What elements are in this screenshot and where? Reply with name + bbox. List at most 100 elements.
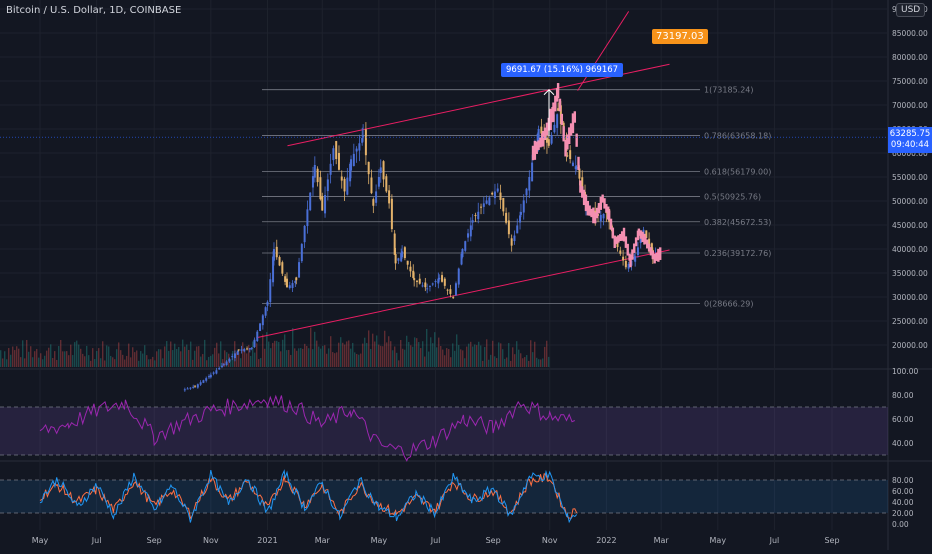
- price-tick-label[interactable]: 30000.00: [892, 293, 928, 302]
- candle-body: [505, 212, 508, 223]
- candle-body: [516, 225, 519, 234]
- price-tick-label[interactable]: 50000.00: [892, 197, 928, 206]
- volume-bar: [336, 352, 338, 367]
- stoch-tick-label[interactable]: 0.00: [892, 520, 909, 529]
- candle-body: [581, 177, 584, 190]
- time-tick-label[interactable]: 2022: [596, 536, 616, 545]
- price-tick-label[interactable]: 75000.00: [892, 77, 928, 86]
- volume-bar: [102, 341, 104, 367]
- volume-bar: [90, 360, 92, 367]
- time-tick-label[interactable]: Sep: [147, 536, 162, 545]
- rsi-tick-label[interactable]: 80.00: [892, 391, 914, 400]
- stoch-k-line[interactable]: [39, 469, 578, 524]
- volume-bar: [48, 347, 50, 367]
- candle-body: [397, 258, 400, 261]
- candle-body: [428, 285, 431, 287]
- price-tick-label[interactable]: 55000.00: [892, 173, 928, 182]
- stoch-rsi-pane[interactable]: [0, 469, 888, 524]
- volume-bar: [488, 359, 490, 367]
- price-tick-label[interactable]: 60000.00: [892, 149, 928, 158]
- stoch-tick-label[interactable]: 20.00: [892, 509, 914, 518]
- time-axis[interactable]: May Jul Sep Nov 2021 Mar May Jul Sep Nov 2022 Mar Ma…: [32, 536, 840, 545]
- volume-bar: [516, 341, 518, 367]
- volume-bar: [20, 357, 22, 367]
- volume-bar: [548, 356, 550, 367]
- volume-bar: [110, 355, 112, 367]
- price-tick-label[interactable]: 35000.00: [892, 269, 928, 278]
- candle-body: [278, 257, 281, 266]
- upper-trendline[interactable]: [287, 63, 670, 147]
- time-tick-label[interactable]: May: [710, 536, 727, 545]
- time-tick-label[interactable]: Nov: [203, 536, 219, 545]
- volume-bar: [438, 337, 440, 367]
- volume-bar: [246, 353, 248, 367]
- time-tick-label[interactable]: Jul: [769, 536, 780, 545]
- target-trendline[interactable]: [577, 11, 630, 91]
- volume-bar: [390, 341, 392, 367]
- candle-body: [385, 176, 388, 192]
- volume-bar: [308, 348, 310, 367]
- candle-body: [624, 260, 627, 268]
- candle-body: [321, 196, 324, 211]
- projection-bar: [533, 140, 537, 160]
- time-tick-label[interactable]: May: [32, 536, 49, 545]
- volume-bar: [112, 357, 114, 367]
- volume-bar: [486, 339, 488, 367]
- stoch-tick-label[interactable]: 60.00: [892, 487, 914, 496]
- currency-badge[interactable]: USD: [896, 3, 926, 17]
- candle-body: [390, 198, 393, 230]
- volume-bar: [262, 334, 264, 367]
- rsi-tick-label[interactable]: 60.00: [892, 415, 914, 424]
- candle-body: [332, 148, 335, 161]
- time-tick-label[interactable]: Jul: [91, 536, 102, 545]
- price-tick-label[interactable]: 25000.00: [892, 317, 928, 326]
- volume-bar: [406, 335, 408, 367]
- lower-trendline[interactable]: [256, 249, 670, 339]
- stoch-tick-label[interactable]: 80.00: [892, 476, 914, 485]
- projection-bar: [644, 236, 647, 244]
- candle-body: [186, 388, 189, 390]
- time-tick-label[interactable]: Sep: [486, 536, 501, 545]
- projection-bar: [592, 207, 595, 224]
- projection-bar: [646, 239, 649, 249]
- measure-label: 9691.67 (15.16%) 969167: [501, 63, 624, 77]
- price-tick-label[interactable]: 85000.00: [892, 29, 928, 38]
- candle-body: [426, 288, 429, 290]
- price-tick-label[interactable]: 40000.00: [892, 245, 928, 254]
- price-tick-label[interactable]: 80000.00: [892, 53, 928, 62]
- price-axis[interactable]: 20000.00 25000.00 30000.00 35000.00 40000.00…: [892, 5, 928, 529]
- price-tick-label[interactable]: 70000.00: [892, 101, 928, 110]
- volume-bar: [176, 349, 178, 367]
- rsi-line[interactable]: [39, 394, 575, 462]
- time-tick-label[interactable]: 2021: [257, 536, 277, 545]
- volume-bar: [254, 352, 256, 367]
- projection-bar: [586, 200, 590, 216]
- price-pane[interactable]: 1(73185.24) 0.786(63658.18) 0.618(56179.00…: [0, 11, 888, 392]
- volume-bar: [258, 359, 260, 367]
- candle-body: [502, 197, 505, 212]
- price-tick-label[interactable]: 20000.00: [892, 341, 928, 350]
- candle-body: [605, 212, 608, 214]
- time-tick-label[interactable]: Jul: [430, 536, 441, 545]
- time-tick-label[interactable]: Sep: [824, 536, 839, 545]
- candle-body: [536, 133, 539, 147]
- rsi-tick-label[interactable]: 100.00: [892, 367, 918, 376]
- time-tick-label[interactable]: May: [371, 536, 388, 545]
- candle-body: [461, 249, 464, 258]
- rsi-tick-label[interactable]: 40.00: [892, 439, 914, 448]
- volume-bar: [98, 348, 100, 367]
- price-tick-label[interactable]: 45000.00: [892, 221, 928, 230]
- rsi-pane[interactable]: [0, 394, 888, 462]
- time-tick-label[interactable]: Nov: [542, 536, 558, 545]
- volume-bar: [236, 352, 238, 367]
- stoch-tick-label[interactable]: 40.00: [892, 498, 914, 507]
- time-tick-label[interactable]: Mar: [315, 536, 331, 545]
- volume-bar: [160, 349, 162, 367]
- time-tick-label[interactable]: Mar: [654, 536, 670, 545]
- candle-body: [256, 331, 259, 342]
- candle-body: [507, 220, 510, 235]
- volume-bar: [82, 353, 84, 367]
- volume-bar: [402, 348, 404, 367]
